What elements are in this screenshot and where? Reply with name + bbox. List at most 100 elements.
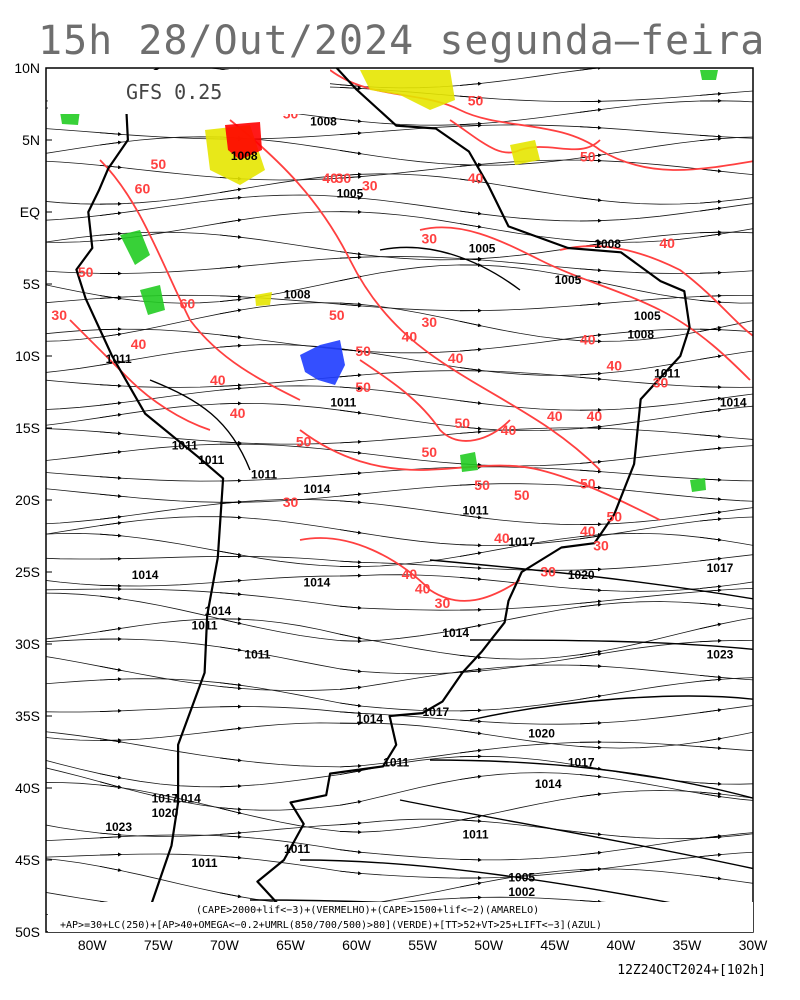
isobar-label: 1011: [462, 503, 488, 517]
wind-streamlines: [46, 68, 753, 932]
streamline-arrow: [339, 174, 362, 179]
streamline-arrow: [579, 532, 602, 538]
streamline: [46, 344, 753, 376]
cape-label: 40: [547, 408, 563, 424]
isobar-label: 1011: [192, 856, 218, 870]
lat-tick-label: 20S: [15, 492, 40, 508]
cape-label: 50: [580, 475, 596, 491]
cape-label: 60: [135, 180, 151, 196]
streamline-arrow: [219, 892, 242, 899]
streamline-arrow: [99, 708, 122, 713]
streamline-arrow: [339, 118, 362, 124]
streamline-arrow: [219, 308, 242, 315]
streamline-arrow: [99, 295, 122, 300]
streamline-arrow: [699, 396, 722, 402]
isobar-label: 1014: [174, 791, 201, 805]
map-title: 15h 28/Out/2024 segunda—feira: [38, 18, 766, 64]
streamline-arrow: [579, 469, 602, 474]
lon-tick-label: 65W: [276, 937, 306, 953]
streamline-arrow: [699, 875, 722, 881]
cape-contour: [559, 245, 753, 337]
streamline-arrow: [699, 736, 722, 743]
isobar-label: 1011: [654, 367, 680, 381]
streamline-arrow: [219, 784, 242, 789]
streamline-arrow: [219, 294, 242, 299]
cape-label: 40: [468, 170, 484, 186]
isobar-label: 1020: [152, 806, 179, 820]
streamline-arrow: [699, 510, 722, 516]
streamline-arrow: [219, 334, 242, 340]
streamline-arrow: [579, 602, 602, 608]
model-label: GFS 0.25: [126, 80, 222, 104]
lon-tick-label: 80W: [78, 937, 108, 953]
isobar-label: 1008: [627, 328, 654, 342]
cape-label: 50: [355, 343, 371, 359]
lon-tick-label: 55W: [408, 937, 438, 953]
streamline-arrow: [219, 550, 242, 557]
streamline-arrow: [459, 121, 482, 126]
streamline-arrow: [699, 746, 722, 751]
cape-label: 50: [151, 156, 167, 172]
cape-label: 60: [180, 295, 196, 311]
cape-label: 50: [606, 509, 622, 525]
cape-label: 40: [402, 329, 418, 345]
map-canvas: 1005 1005 1005 1005 1008 1008 1008 1008 1008 1011…: [46, 68, 753, 932]
streamline: [46, 328, 753, 354]
streamline: [46, 370, 753, 388]
streamline-arrow: [579, 158, 602, 163]
cape-label: 40: [402, 566, 418, 582]
lat-tick-label: 15S: [15, 420, 40, 436]
isobar: [429, 559, 753, 600]
streamline-arrow: [459, 543, 482, 548]
streamline-arrow: [99, 773, 122, 780]
streamline-arrow: [339, 870, 362, 876]
isobar-label: 1014: [132, 568, 159, 582]
streamline-arrow: [99, 533, 122, 538]
streamline-arrow: [459, 347, 482, 352]
streamline: [46, 532, 753, 568]
cape-label: 30: [593, 537, 609, 553]
streamline-arrow: [699, 638, 722, 643]
streamline: [46, 782, 753, 833]
isobar-label: 1014: [720, 395, 747, 409]
isobar-label: 1005: [508, 871, 535, 885]
streamline-arrow: [219, 401, 242, 406]
cape-label: 50: [468, 92, 484, 108]
isobar-label: 1017: [707, 561, 734, 575]
isobar-label: 1008: [310, 115, 337, 129]
streamline-arrow: [339, 711, 362, 716]
streamline-arrow: [99, 626, 122, 632]
streamline-arrow: [699, 622, 722, 630]
streamline: [46, 587, 753, 611]
streamline: [46, 832, 753, 861]
lat-tick-label: EQ: [20, 204, 40, 220]
streamline-arrow: [579, 792, 602, 798]
isobar: [379, 246, 521, 291]
streamline-arrow: [339, 386, 362, 391]
cape-label: 50: [580, 149, 596, 165]
streamline: [46, 194, 753, 222]
lat-tick-label: 5S: [23, 276, 40, 292]
streamline-arrow: [99, 738, 122, 744]
streamline-arrow: [459, 566, 482, 571]
isobar-label: 1014: [204, 604, 231, 618]
streamline-arrow: [699, 675, 722, 680]
streamline-arrow: [99, 521, 122, 527]
cape-label: 40: [659, 235, 675, 251]
streamline-arrow: [219, 515, 242, 520]
cape-label: 50: [355, 379, 371, 395]
streamline: [46, 767, 753, 811]
convection-patch: [690, 478, 706, 492]
streamline-arrow: [99, 665, 122, 672]
streamline-arrow: [99, 475, 122, 480]
lat-tick-label: 40S: [15, 780, 40, 796]
streamline-arrow: [579, 153, 602, 159]
lon-tick-label: 35W: [673, 937, 703, 953]
cape-label: 30: [283, 494, 299, 510]
streamline-arrow: [219, 682, 242, 687]
cape-contour: [99, 159, 301, 401]
isobar-label: 1005: [555, 273, 582, 287]
streamline: [46, 385, 753, 411]
streamline-arrow: [219, 757, 242, 763]
streamline-arrow: [99, 231, 122, 236]
